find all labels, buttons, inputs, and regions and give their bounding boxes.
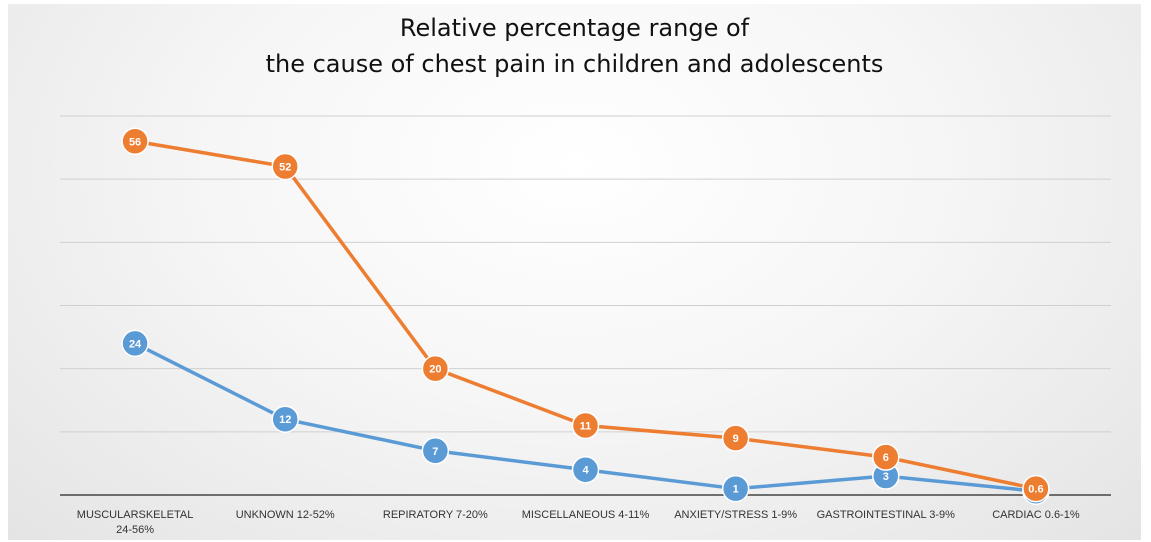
data-label: 3 — [883, 471, 889, 483]
data-label: 6 — [883, 452, 889, 464]
data-point — [421, 354, 450, 383]
data-label: 24 — [129, 338, 142, 350]
data-point — [571, 455, 600, 484]
data-label: 52 — [279, 162, 291, 174]
data-point — [421, 437, 450, 465]
x-tick-label: MISCELLANEOUS 4-11% — [522, 509, 650, 521]
chart-area: Relative percentage range of the cause o… — [8, 4, 1141, 540]
x-tick-label: ANXIETY/STRESS 1-9% — [674, 509, 797, 521]
data-label: 0.6 — [1028, 484, 1043, 496]
x-tick-label: UNKNOWN 12-52% — [236, 509, 335, 521]
data-point — [121, 127, 149, 156]
data-label: 20 — [429, 364, 441, 376]
data-point — [271, 152, 299, 181]
data-label: 1 — [733, 484, 739, 496]
data-label: 4 — [582, 465, 589, 477]
data-label: 7 — [432, 446, 438, 458]
data-point — [721, 424, 750, 452]
x-tick-label: CARDIAC 0.6-1% — [992, 509, 1080, 521]
data-label: 56 — [129, 136, 141, 148]
data-label: 9 — [733, 433, 739, 445]
data-point — [271, 405, 299, 433]
x-tick-label: GASTROINTESTINAL 3-9% — [817, 509, 956, 521]
data-point — [1022, 474, 1050, 503]
x-tick-label: MUSCULARSKELETAL 24-56% — [77, 509, 194, 536]
line-chart: MUSCULARSKELETAL 24-56% UNKNOWN 12-52% REPI… — [60, 115, 1111, 536]
data-point — [872, 443, 900, 471]
data-point — [121, 329, 149, 358]
data-point — [571, 411, 600, 440]
data-point — [721, 474, 750, 503]
x-tick-label: REPIRATORY 7-20% — [383, 509, 488, 521]
data-label: 12 — [279, 414, 291, 426]
chart-title: Relative percentage range of the cause o… — [265, 14, 884, 78]
data-label: 11 — [580, 421, 592, 433]
